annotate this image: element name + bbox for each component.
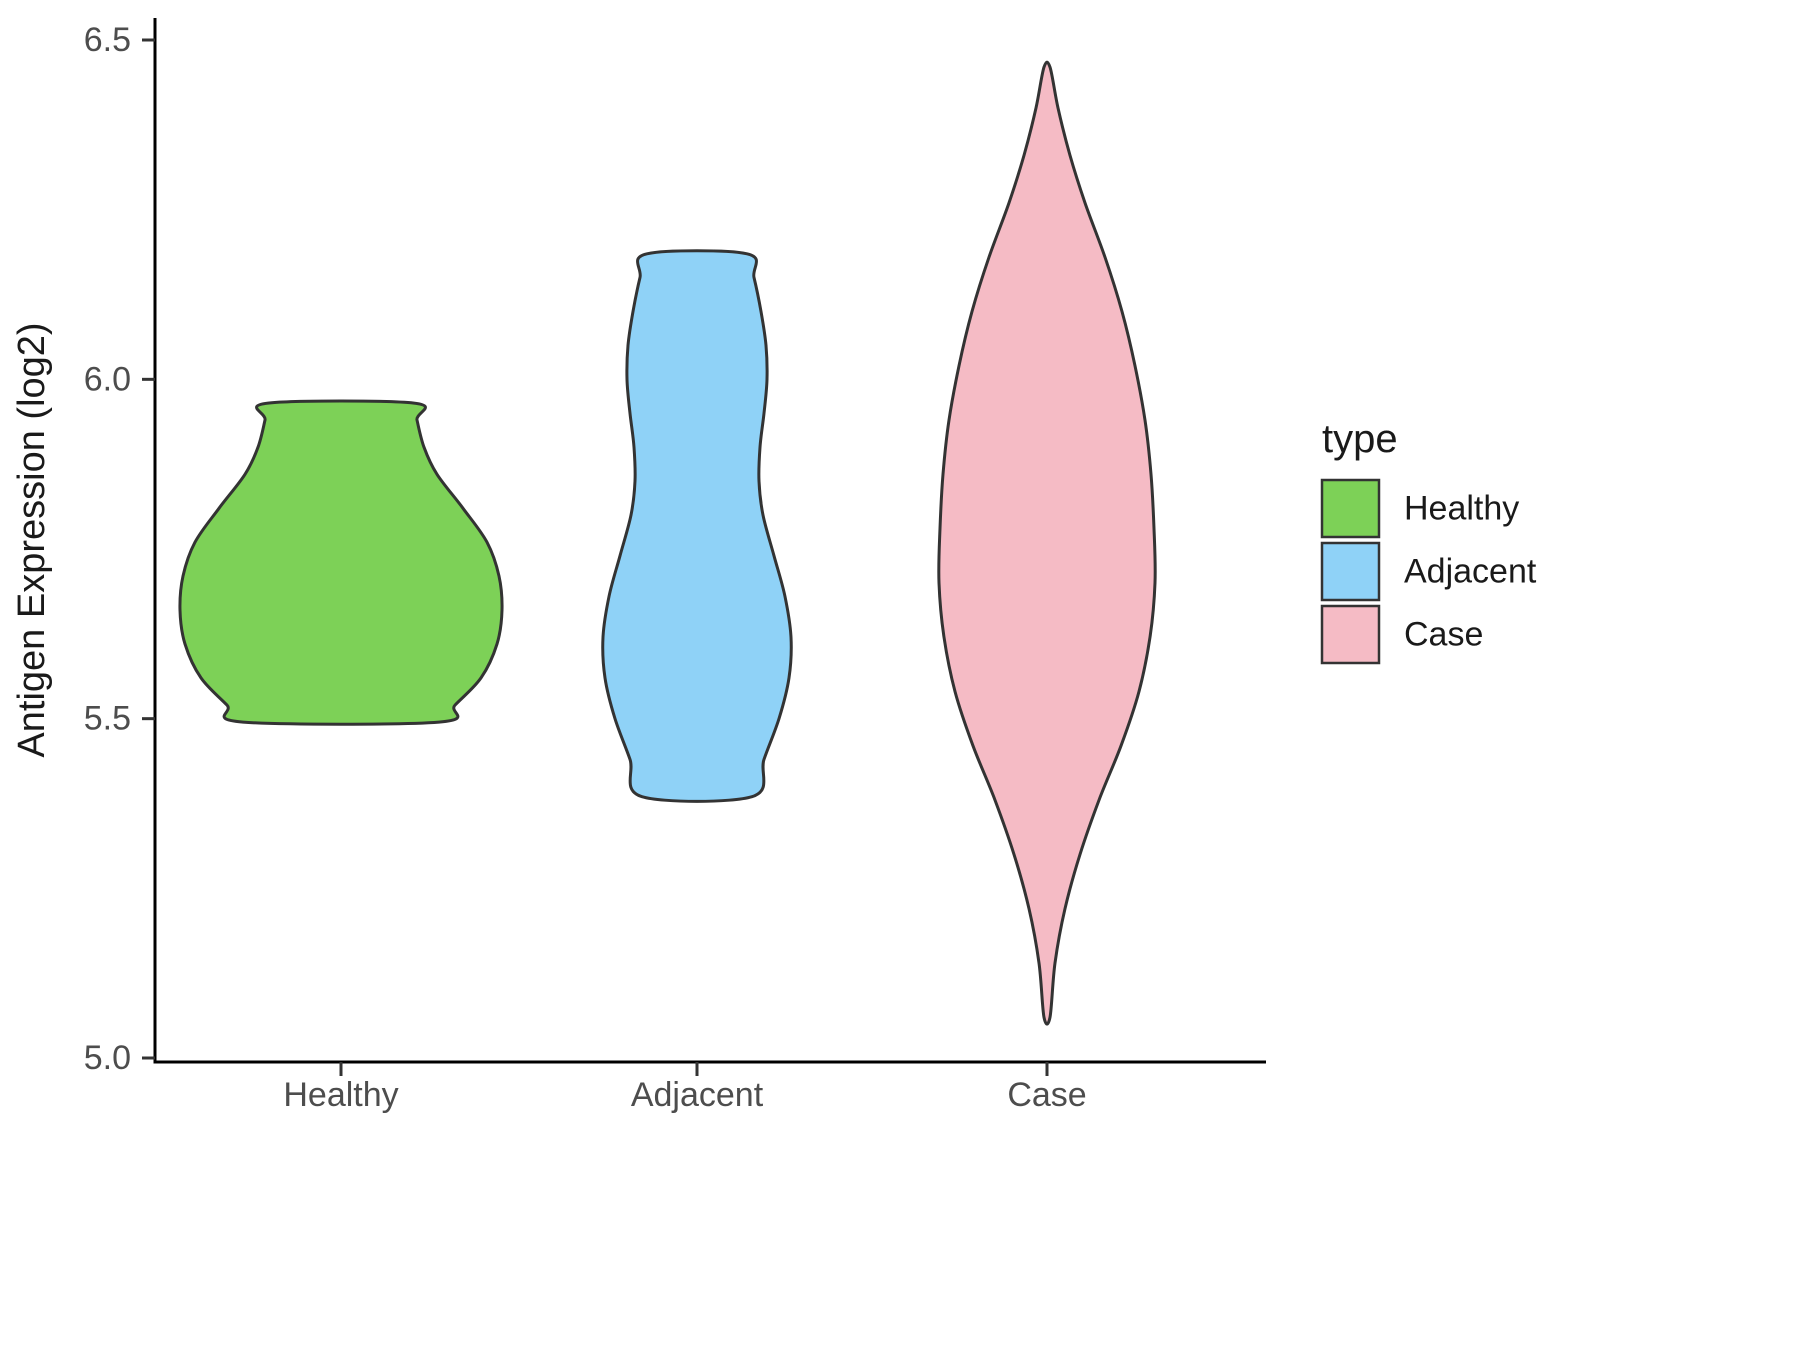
y-tick-label: 6.5 [84, 21, 131, 59]
legend-label-case: Case [1404, 616, 1483, 654]
x-tick-label-case: Case [1007, 1076, 1086, 1114]
violins-layer [178, 60, 1157, 1026]
legend-swatch-adjacent [1320, 541, 1381, 602]
legend-label-adjacent: Adjacent [1404, 553, 1537, 591]
legend-swatch-case [1320, 604, 1381, 665]
legend-title: type [1322, 417, 1398, 461]
axes-layer: 5.0 5.5 6.0 6.5 Healthy Adjacent Case [84, 18, 1266, 1114]
y-axis-title: Antigen Expression (log2) [11, 322, 53, 757]
legend-item-case: Case [1320, 604, 1483, 665]
x-tick-label-healthy: Healthy [283, 1076, 398, 1114]
legend-label-healthy: Healthy [1404, 490, 1519, 528]
legend-swatch-healthy [1320, 478, 1381, 539]
x-tick-label-adjacent: Adjacent [631, 1076, 764, 1114]
y-tick-label: 5.0 [84, 1039, 131, 1077]
legend: Healthy Adjacent Case [1320, 478, 1537, 665]
violin-adjacent [601, 249, 793, 803]
violin-case [937, 60, 1157, 1026]
violin-healthy [178, 399, 504, 726]
y-tick-label: 5.5 [84, 700, 131, 738]
legend-item-adjacent: Adjacent [1320, 541, 1537, 602]
legend-item-healthy: Healthy [1320, 478, 1519, 539]
y-tick-label: 6.0 [84, 360, 131, 398]
